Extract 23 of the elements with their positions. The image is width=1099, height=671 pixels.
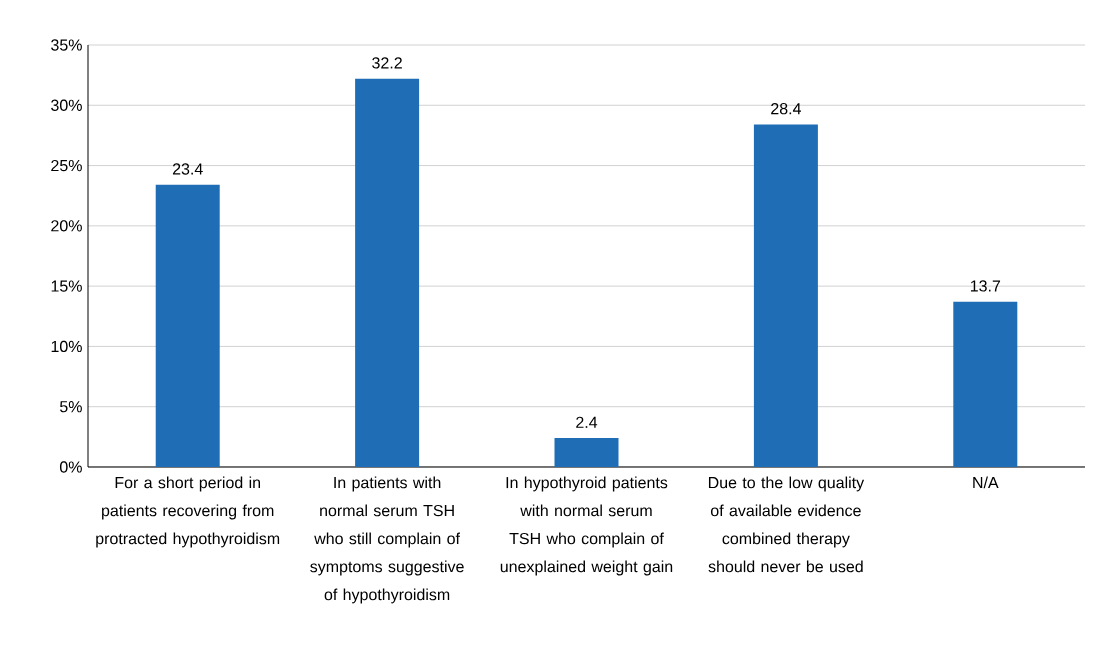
data-label: 23.4 (172, 163, 203, 175)
bar (953, 301, 1018, 467)
data-label: 32.2 (372, 57, 402, 69)
y-tick-label: 0% (59, 461, 82, 473)
bar (753, 124, 818, 467)
y-tick-label: 25% (51, 159, 82, 172)
y-tick-label: 20% (51, 220, 82, 232)
bar (155, 184, 220, 467)
y-tick-label: 5% (60, 401, 82, 413)
data-label: 2.4 (576, 416, 598, 428)
y-tick-label: 15% (51, 280, 82, 292)
x-tick-label: Due to the low quality of available evidence combined therapy should never be used (708, 476, 865, 573)
y-tick-label: 30% (51, 99, 82, 111)
y-tick-label: 10% (51, 340, 82, 353)
x-tick-label: N/A (973, 476, 999, 489)
x-tick-label: In hypothyroid patients with normal serum TSH who complain of unexplained weight gain (500, 476, 673, 576)
bar (554, 438, 619, 467)
bar (355, 78, 420, 467)
x-tick-label: For a short period in patients recovering from protracted hypothyroidism (96, 476, 280, 548)
x-tick-label: In patients with normal serum TSH who still complain of symptoms suggestive of hypothyroidism (310, 476, 464, 604)
data-label: 28.4 (771, 103, 801, 115)
y-tick-label: 35% (51, 39, 82, 51)
data-label: 13.7 (970, 280, 1001, 292)
